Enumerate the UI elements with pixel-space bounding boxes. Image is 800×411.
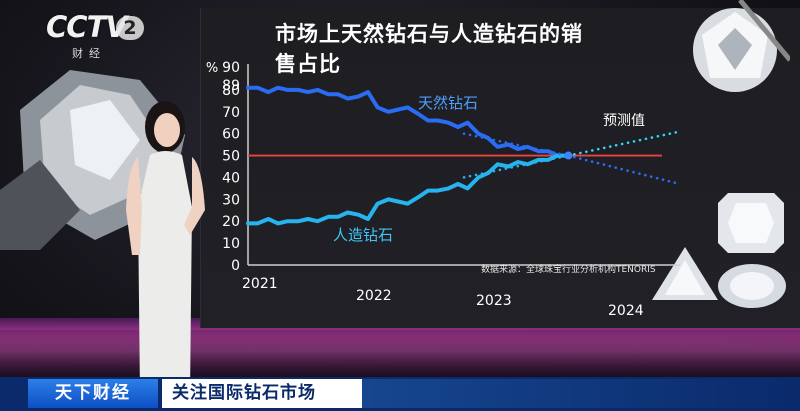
intersection-point (564, 151, 573, 160)
x-tick-label: 2021 (242, 276, 278, 292)
series-line-4 (567, 154, 682, 186)
series-label-synthetic: 人造钻石 (333, 226, 393, 244)
y-tick-label: 70 (222, 105, 240, 121)
y-tick-label: 10 (222, 236, 240, 252)
y-tick-label: 89 (222, 78, 240, 94)
chart-title: 市场上天然钻石与人造钻石的销售占比 (275, 22, 583, 76)
series-line-5 (567, 130, 682, 157)
y-tick-label: 30 (222, 192, 240, 208)
headline: 关注国际钻石市场 (162, 379, 362, 408)
y-axis-unit: % (206, 61, 218, 76)
x-tick-label: 2023 (476, 293, 512, 309)
series-line-0 (246, 85, 571, 158)
y-tick-label: 80 (222, 83, 240, 99)
channel-name: 财经 (72, 47, 106, 60)
cctv-logo: CCTV (46, 10, 128, 44)
square-diamond-image (718, 193, 784, 253)
y-tick-label: 20 (222, 214, 240, 230)
ticker-stripe (362, 379, 800, 408)
oval-diamond-image (718, 264, 786, 308)
series-label-natural: 天然钻石 (418, 94, 478, 112)
chart-series (246, 85, 682, 226)
y-tick-label: 0 (231, 258, 240, 274)
x-tick-label: 2022 (356, 288, 392, 304)
x-tick-label: 2024 (608, 303, 644, 319)
diamond-image (693, 0, 790, 92)
y-tick-label: 50 (222, 149, 240, 165)
y-tick-label: 40 (222, 170, 240, 186)
studio-floor (0, 330, 800, 385)
chart-axes (247, 64, 680, 266)
y-tick-label: 60 (222, 127, 240, 143)
y-tick-label: 90 (222, 60, 240, 76)
forecast-label: 预测值 (603, 113, 645, 129)
series-line-2 (462, 132, 570, 157)
series-line-3 (462, 154, 570, 179)
series-line-1 (246, 153, 571, 226)
chart-source-note: 数据来源：全球珠宝行业分析机构TENORIS (481, 265, 656, 275)
presenter (126, 101, 205, 395)
program-name: 天下财经 (28, 379, 158, 408)
triangle-diamond-image (652, 247, 718, 300)
channel-badge: 2 (116, 16, 144, 40)
